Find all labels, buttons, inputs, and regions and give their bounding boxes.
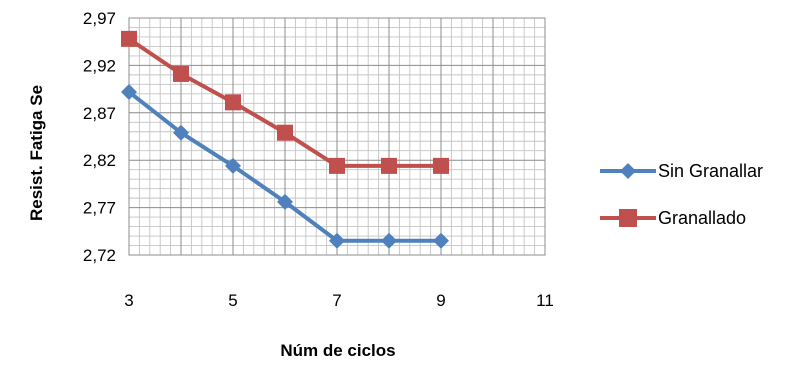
- y-tick-label: 2,92: [83, 56, 116, 75]
- data-point-sin-granallar: [225, 157, 241, 174]
- legend-label-granallado: Granallado: [658, 208, 746, 228]
- x-axis-title: Núm de ciclos: [280, 341, 395, 360]
- x-tick-label: 5: [228, 291, 237, 310]
- data-point-granallado: [277, 124, 293, 141]
- data-point-sin-granallar: [329, 232, 345, 249]
- legend-marker-sin-granallar: [620, 163, 636, 179]
- y-axis-title: Resist. Fatiga Se: [27, 85, 46, 221]
- x-tick-label: 3: [124, 291, 133, 310]
- x-axis-tick-labels: 3 5 7 9 11: [124, 291, 554, 310]
- data-point-sin-granallar: [381, 232, 397, 249]
- x-tick-label: 11: [536, 291, 554, 310]
- legend-item-granallado: Granallado: [600, 208, 746, 228]
- series-layer: [121, 30, 449, 249]
- data-point-sin-granallar: [433, 232, 449, 249]
- data-point-granallado: [433, 157, 449, 174]
- y-axis-tick-labels: 2,72 2,77 2,82 2,87 2,92 2,97: [83, 9, 116, 265]
- y-tick-label: 2,72: [83, 246, 116, 265]
- legend-label-sin-granallar: Sin Granallar: [658, 161, 763, 181]
- data-point-granallado: [381, 157, 397, 174]
- y-tick-label: 2,82: [83, 151, 116, 170]
- data-point-sin-granallar: [277, 193, 293, 210]
- data-point-granallado: [225, 94, 241, 111]
- legend-marker-granallado: [619, 209, 637, 227]
- y-tick-label: 2,97: [83, 9, 116, 28]
- major-gridlines: [129, 18, 545, 255]
- x-tick-label: 7: [332, 291, 341, 310]
- plot-area-frame: [128, 17, 546, 256]
- x-tick-label: 9: [436, 291, 445, 310]
- data-point-granallado: [173, 65, 189, 82]
- y-tick-label: 2,87: [83, 104, 116, 123]
- data-point-granallado: [121, 30, 137, 47]
- legend-item-sin-granallar: Sin Granallar: [600, 161, 763, 181]
- data-point-sin-granallar: [121, 83, 137, 100]
- data-point-granallado: [329, 157, 345, 174]
- series-granallado: [121, 30, 449, 174]
- y-tick-label: 2,77: [83, 199, 116, 218]
- data-point-sin-granallar: [173, 124, 189, 141]
- legend: Sin Granallar Granallado: [600, 161, 763, 228]
- series-sin-granallar: [121, 83, 449, 249]
